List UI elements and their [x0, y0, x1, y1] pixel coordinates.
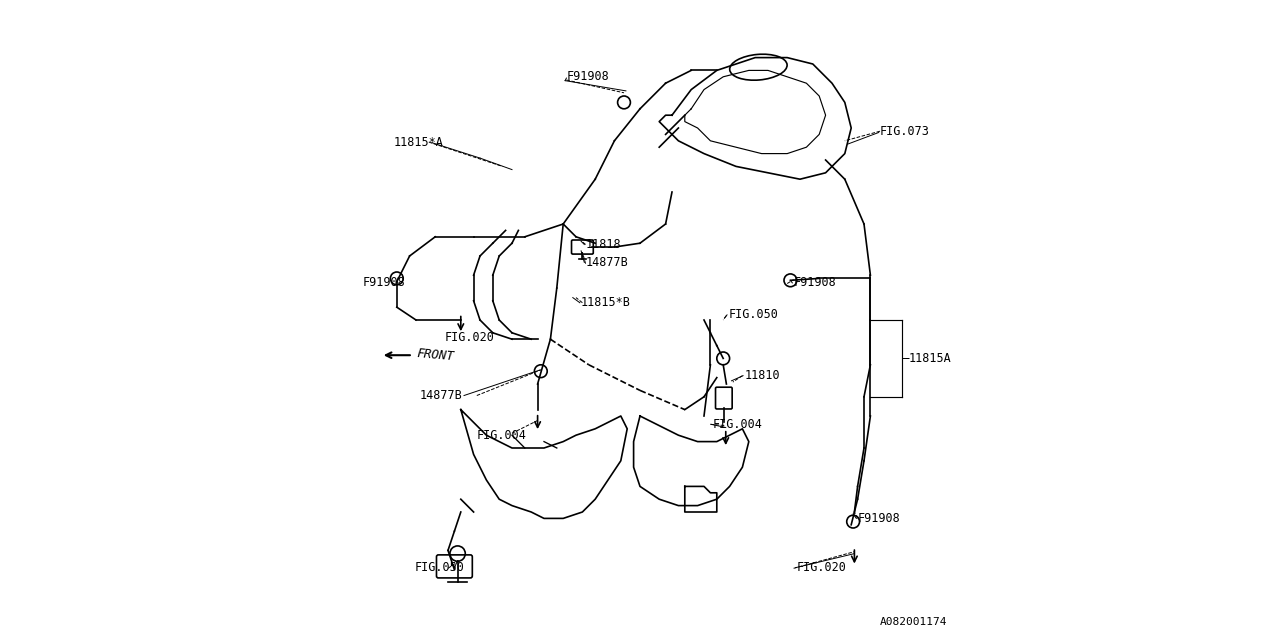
Text: FIG.020: FIG.020 [796, 561, 846, 574]
Text: 11810: 11810 [745, 369, 780, 382]
Text: F91908: F91908 [364, 276, 406, 289]
Text: 11815*A: 11815*A [394, 136, 443, 149]
Text: 11815A: 11815A [909, 352, 951, 365]
FancyBboxPatch shape [716, 387, 732, 409]
Text: F91908: F91908 [566, 70, 609, 83]
Text: A082001174: A082001174 [879, 617, 947, 627]
Text: FIG.050: FIG.050 [415, 561, 465, 574]
Text: 14877B: 14877B [585, 256, 628, 269]
Text: 11815*B: 11815*B [581, 296, 631, 309]
Text: FIG.020: FIG.020 [445, 331, 494, 344]
FancyBboxPatch shape [571, 240, 594, 254]
Text: FIG.050: FIG.050 [728, 308, 778, 321]
Text: 11818: 11818 [585, 238, 621, 251]
Text: F91908: F91908 [794, 276, 836, 289]
Text: F91908: F91908 [858, 512, 900, 525]
Text: 14877B: 14877B [420, 389, 462, 402]
Text: FIG.004: FIG.004 [712, 418, 762, 431]
Text: FRONT: FRONT [416, 347, 454, 364]
Text: FIG.073: FIG.073 [881, 125, 929, 138]
Text: FIG.004: FIG.004 [477, 429, 526, 442]
